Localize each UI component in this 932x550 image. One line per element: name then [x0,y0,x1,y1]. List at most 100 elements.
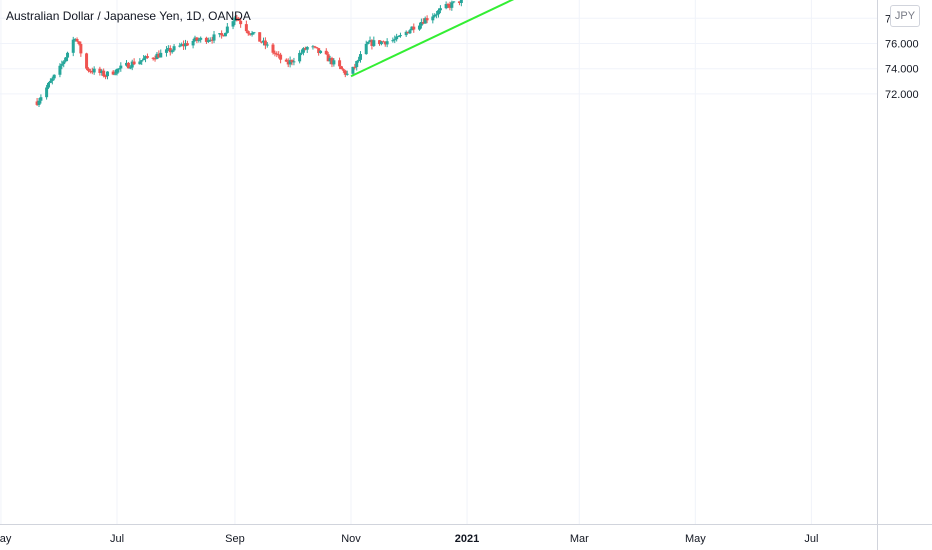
candle [341,68,345,73]
candle [317,48,321,56]
candle [406,31,410,34]
trendline[interactable] [350,0,686,78]
candle [191,38,195,49]
candle [326,51,330,62]
candle [159,49,163,58]
candle [73,37,77,42]
candle [225,22,229,34]
y-tick-label: 74.000 [885,64,919,76]
x-tick-label: May [0,533,12,545]
x-tick-label: Sep [225,533,245,545]
candle [248,33,252,36]
candle [355,60,359,71]
candle [79,41,83,57]
currency-button[interactable]: JPY [890,5,920,27]
candle [45,84,49,100]
candle [263,37,267,50]
candle [140,60,144,65]
candle [330,56,334,68]
candle [223,32,227,37]
candle [166,45,170,51]
candle [397,35,401,38]
candle [359,51,363,63]
candle [448,1,452,11]
candle [370,39,374,50]
candle [113,69,117,76]
candle [450,0,454,11]
candle [50,76,54,85]
x-tick-label: 2021 [455,533,479,545]
y-tick-label: 76.000 [885,39,919,51]
candle [303,46,307,51]
candle [195,36,199,44]
candle [85,52,89,71]
candle [271,43,275,55]
candle [206,37,210,44]
candle [117,67,121,73]
candle [66,51,70,62]
y-tick-label: 72.000 [885,89,919,101]
candle [212,30,216,44]
candle [170,49,174,54]
candle [313,45,317,49]
candle [199,36,203,43]
candle [398,32,402,38]
candle [37,97,41,107]
candle [391,37,395,43]
x-tick-label: Jul [804,533,818,545]
candle [144,55,148,63]
candle [132,58,136,66]
candle [231,20,235,30]
candle [178,42,182,48]
candle [197,37,201,43]
candle [244,20,248,34]
candle [425,15,429,24]
candle [423,16,427,24]
candle [260,41,264,44]
candle [364,40,368,55]
x-tick-label: Jul [110,533,124,545]
candle [88,68,92,74]
candle [155,51,159,60]
candle [353,63,357,70]
candle [185,40,189,46]
candle [237,16,241,22]
candle [138,58,142,65]
candle [298,50,302,64]
candle [292,57,296,66]
candle [222,34,226,37]
candle [421,18,425,25]
candle [305,46,309,54]
candle [151,57,155,61]
candle [35,97,39,107]
candle [419,18,423,29]
candle [204,36,208,44]
candle [235,15,239,22]
candle [90,67,94,75]
candle [385,38,389,48]
x-tick-label: Mar [570,533,589,545]
candle [145,53,149,59]
candle [410,26,414,31]
candle [157,50,161,58]
candle [115,68,119,76]
candle [258,32,262,42]
candle [64,57,68,63]
candle [58,63,62,78]
candle [324,48,328,55]
candle [338,57,342,70]
candle [393,35,397,44]
candle [378,40,382,46]
candle [98,66,102,76]
candle [164,46,168,57]
candle [252,31,256,35]
candle [168,45,172,56]
candle [457,1,461,6]
candle [459,0,463,7]
grid [0,0,877,524]
candle [343,69,347,78]
candle [284,58,288,62]
candle [339,65,343,70]
candle [193,35,197,42]
